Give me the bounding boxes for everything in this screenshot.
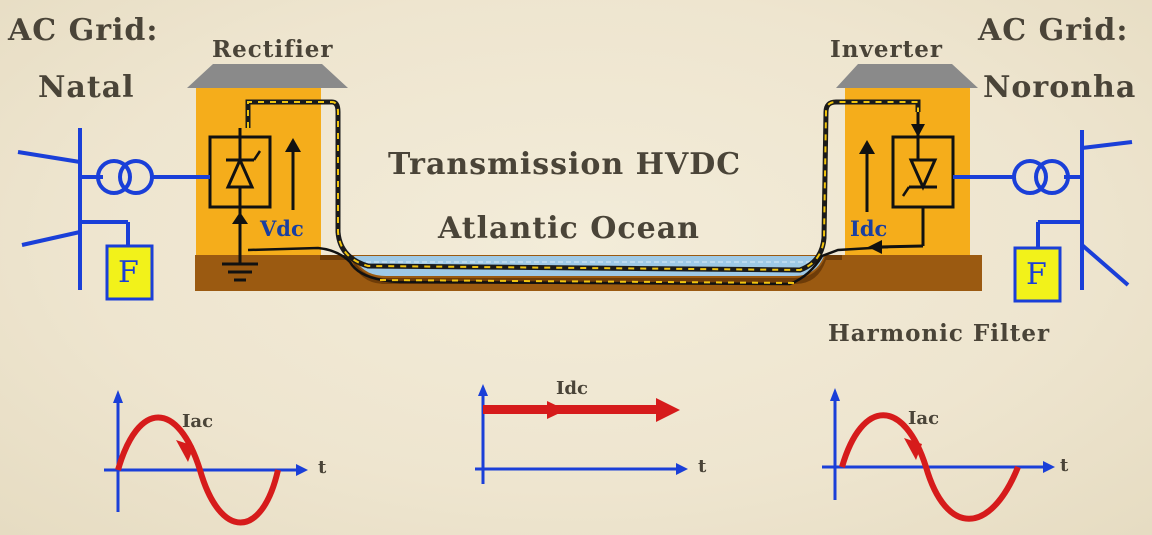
left-filter-box: [105, 244, 154, 301]
natal-label: Natal: [38, 70, 135, 105]
vdc-label: Vdc: [260, 216, 304, 241]
waveform-right-axis: t: [1060, 455, 1069, 476]
waveform-left: [104, 390, 308, 526]
waveform-left-label: Iac: [182, 411, 214, 432]
rectifier-roof: [187, 64, 348, 88]
ac-grid-right-label: AC Grid:: [978, 13, 1129, 48]
rectifier-building: [196, 88, 321, 255]
right-filter-box: [1013, 246, 1062, 303]
waveform-right-label: Iac: [908, 408, 940, 429]
filter-right-label: F: [1026, 257, 1047, 292]
ocean-label: Atlantic Ocean: [438, 211, 700, 246]
inverter-label: Inverter: [830, 36, 943, 63]
waveform-middle-label: Idc: [556, 378, 588, 399]
return-line: [247, 245, 889, 286]
harmonic-filter-label: Harmonic Filter: [828, 320, 1051, 347]
ocean-trench: [320, 255, 842, 284]
filter-left-label: F: [118, 255, 139, 290]
transmission-label: Transmission HVDC: [388, 147, 742, 182]
return-line-dash: [379, 279, 801, 284]
inverter-roof: [836, 64, 978, 88]
waveform-right: [822, 388, 1055, 522]
noronha-label: Noronha: [983, 70, 1137, 105]
rectifier-label: Rectifier: [212, 36, 334, 63]
waveform-middle: [475, 384, 688, 484]
idc-station-label: Idc: [850, 216, 888, 241]
ac-grid-left-label: AC Grid:: [8, 13, 159, 48]
waveform-left-axis: t: [318, 457, 327, 478]
waveform-middle-axis: t: [698, 456, 707, 477]
left-ac-network: [17, 128, 210, 290]
